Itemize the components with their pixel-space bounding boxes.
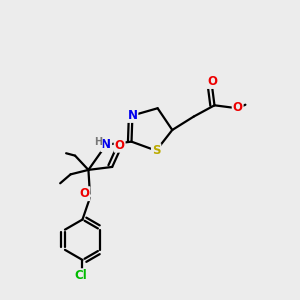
Text: N: N <box>128 109 137 122</box>
Text: O: O <box>207 75 217 88</box>
Text: Cl: Cl <box>75 269 87 282</box>
Text: N: N <box>101 138 111 151</box>
Text: O: O <box>233 101 243 114</box>
Text: O: O <box>115 139 124 152</box>
Text: H: H <box>94 137 102 147</box>
Text: O: O <box>80 187 90 200</box>
Text: S: S <box>152 144 161 157</box>
